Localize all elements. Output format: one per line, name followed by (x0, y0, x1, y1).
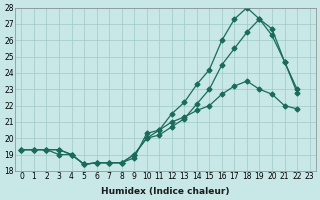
X-axis label: Humidex (Indice chaleur): Humidex (Indice chaleur) (101, 187, 230, 196)
